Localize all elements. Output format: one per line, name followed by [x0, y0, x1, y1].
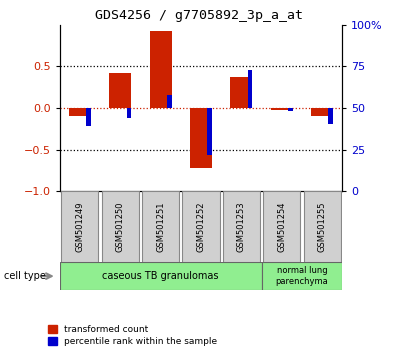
Bar	[101, 191, 139, 262]
Bar	[109, 73, 131, 108]
Bar	[248, 70, 252, 108]
Bar	[190, 108, 212, 168]
Bar	[223, 191, 260, 262]
Text: GSM501249: GSM501249	[75, 201, 84, 252]
Legend: transformed count, percentile rank within the sample: transformed count, percentile rank withi…	[44, 321, 221, 349]
Text: GDS4256 / g7705892_3p_a_at: GDS4256 / g7705892_3p_a_at	[95, 9, 303, 22]
Text: GSM501250: GSM501250	[116, 201, 125, 252]
Bar	[261, 262, 342, 290]
Bar	[167, 96, 172, 108]
Bar	[182, 191, 220, 262]
Bar	[150, 30, 172, 108]
Text: GSM501255: GSM501255	[318, 201, 327, 252]
Bar	[60, 262, 261, 290]
Text: GSM501253: GSM501253	[237, 201, 246, 252]
Bar	[142, 191, 179, 262]
Bar	[69, 108, 91, 116]
Bar	[263, 191, 300, 262]
Bar	[127, 108, 131, 118]
Bar	[86, 108, 91, 126]
Text: GSM501254: GSM501254	[277, 201, 286, 252]
Bar	[207, 108, 212, 155]
Bar	[328, 108, 333, 124]
Text: caseous TB granulomas: caseous TB granulomas	[102, 271, 219, 281]
Bar	[271, 108, 293, 110]
Text: cell type: cell type	[4, 271, 46, 281]
Bar	[230, 77, 252, 108]
Bar	[304, 191, 341, 262]
Text: normal lung
parenchyma: normal lung parenchyma	[275, 267, 328, 286]
Text: GSM501252: GSM501252	[197, 201, 205, 252]
Text: GSM501251: GSM501251	[156, 201, 165, 252]
Bar	[311, 108, 333, 116]
Bar	[61, 191, 98, 262]
Bar	[288, 108, 293, 111]
